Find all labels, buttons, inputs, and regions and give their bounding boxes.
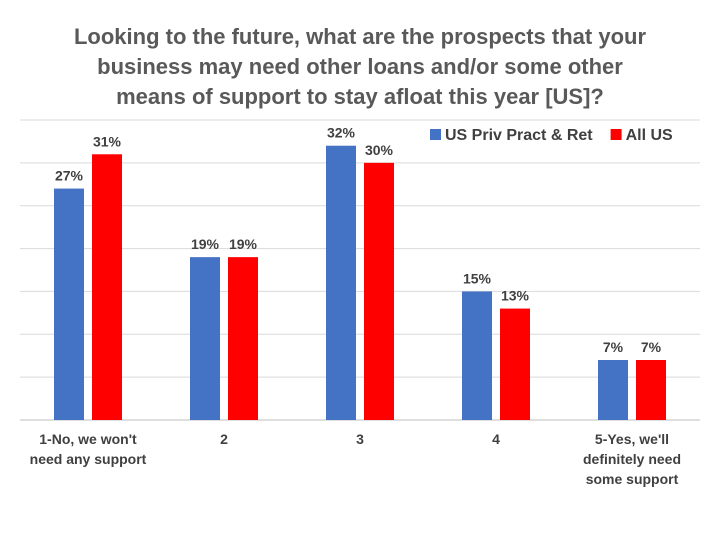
x-tick-label: 5-Yes, we'll [595, 431, 669, 447]
data-labels: 27% 31% 19% 19% 32% 30% 15% 13% 7% 7% [55, 125, 662, 355]
bar-all-us-5 [636, 360, 666, 420]
data-label: 19% [191, 236, 220, 252]
legend-label: All US [626, 127, 673, 144]
data-label: 27% [55, 168, 84, 184]
x-axis: 1-No, we won't need any support 2 3 4 5-Yes, … [30, 431, 681, 487]
data-label: 7% [641, 339, 662, 355]
data-label: 7% [603, 339, 624, 355]
bar-us-priv-pract-ret-3 [326, 145, 356, 420]
data-label: 13% [501, 288, 530, 304]
legend-swatch [610, 129, 622, 140]
bar-all-us-2 [228, 257, 258, 420]
x-tick-label: 1-No, we won't [39, 431, 137, 447]
x-tick-label: 2 [220, 431, 228, 447]
bar-all-us-3 [364, 162, 394, 420]
bar-us-priv-pract-ret-2 [190, 257, 220, 420]
bar-us-priv-pract-ret-4 [462, 291, 492, 420]
legend: US Priv Pract & Ret All US [430, 127, 673, 144]
chart-title-line-2: business may need other loans and/or som… [97, 54, 623, 79]
chart-title-line-1: Looking to the future, what are the pros… [73, 24, 647, 49]
data-label: 32% [327, 125, 356, 141]
bar-all-us-1 [92, 154, 122, 421]
data-label: 30% [365, 142, 394, 158]
bar-all-us-4 [500, 308, 530, 420]
data-label: 19% [229, 236, 258, 252]
x-tick-label: some support [586, 471, 679, 487]
data-label: 15% [463, 270, 492, 286]
chart-title-line-3: means of support to stay afloat this yea… [116, 84, 604, 109]
gridlines [20, 119, 700, 421]
data-label: 31% [93, 133, 122, 149]
legend-label: US Priv Pract & Ret [445, 127, 593, 144]
x-tick-label: 3 [356, 431, 364, 447]
bar-us-priv-pract-ret-5 [598, 360, 628, 420]
legend-swatch [430, 129, 441, 140]
x-tick-label: definitely need [583, 451, 681, 467]
x-tick-label: 4 [492, 431, 500, 447]
chart-title: Looking to the future, what are the pros… [40, 22, 680, 112]
bar-us-priv-pract-ret-1 [54, 188, 84, 420]
x-tick-label: need any support [30, 451, 147, 467]
bars [54, 145, 666, 421]
